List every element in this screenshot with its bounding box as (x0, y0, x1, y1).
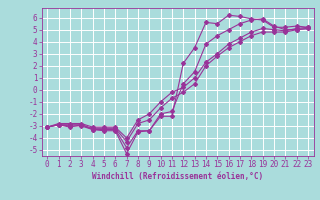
X-axis label: Windchill (Refroidissement éolien,°C): Windchill (Refroidissement éolien,°C) (92, 172, 263, 181)
